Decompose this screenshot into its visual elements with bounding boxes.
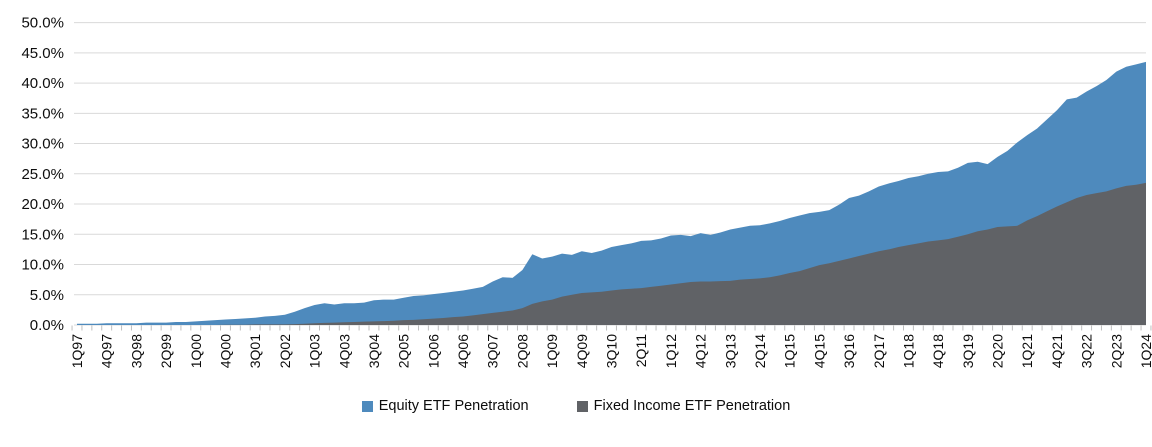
x-axis-label: 3Q19 — [960, 334, 976, 368]
equity-legend-label: Equity ETF Penetration — [378, 398, 529, 414]
x-axis-label: 1Q21 — [1019, 334, 1035, 368]
y-axis-label: 25.0% — [21, 166, 64, 183]
legend: Equity ETF Penetration Fixed Income ETF … — [0, 399, 1152, 414]
x-axis-label: 4Q09 — [574, 334, 590, 368]
legend-item-fixed-income: Fixed Income ETF Penetration — [576, 398, 791, 414]
x-axis-label: 2Q23 — [1108, 334, 1124, 368]
y-axis-label: 40.0% — [21, 75, 64, 92]
y-axis-label: 20.0% — [21, 196, 64, 213]
x-axis-label: 2Q08 — [514, 334, 530, 368]
x-axis-label: 1Q00 — [188, 334, 204, 368]
y-axis-label: 15.0% — [21, 226, 64, 243]
y-axis-label: 45.0% — [21, 45, 64, 62]
x-axis-label: 2Q02 — [277, 334, 293, 368]
x-axis-label: 1Q09 — [544, 334, 560, 368]
x-axis-label: 3Q13 — [722, 334, 738, 368]
x-axis-label: 2Q05 — [396, 334, 412, 368]
x-axis-label: 3Q22 — [1079, 334, 1095, 368]
y-axis-label: 0.0% — [30, 317, 64, 334]
fixed-income-area-series — [77, 182, 1146, 325]
x-axis-label: 2Q20 — [990, 334, 1006, 368]
fixed-income-legend-swatch — [576, 400, 588, 412]
y-axis-label: 10.0% — [21, 257, 64, 274]
x-axis-label: 2Q17 — [871, 334, 887, 368]
plot-area: 0.0% 5.0% 10.0% 15.0% 20.0% 25.0% 30.0% 35.0% 40… — [21, 15, 1152, 369]
x-axis-label: 3Q16 — [841, 334, 857, 368]
x-axis-label: 4Q18 — [930, 334, 946, 368]
x-axis-label: 4Q00 — [217, 334, 233, 368]
y-axis-label: 30.0% — [21, 136, 64, 153]
x-axis-label: 2Q99 — [158, 334, 174, 368]
x-axis-label: 1Q97 — [69, 334, 85, 368]
x-axis-label: 4Q15 — [811, 334, 827, 368]
x-axis-label: 3Q98 — [128, 334, 144, 368]
x-axis-label: 3Q07 — [485, 334, 501, 368]
x-axis-label: 4Q12 — [693, 334, 709, 368]
x-axis-label: 1Q15 — [782, 334, 798, 368]
x-axis-label: 1Q18 — [900, 334, 916, 368]
x-axis-label: 4Q21 — [1049, 334, 1065, 368]
y-axis-label: 50.0% — [21, 15, 64, 32]
x-axis-label: 1Q06 — [425, 334, 441, 368]
x-axis-label: 4Q06 — [455, 334, 471, 368]
legend-item-equity: Equity ETF Penetration — [361, 398, 529, 414]
fixed-income-legend-label: Fixed Income ETF Penetration — [593, 398, 791, 414]
x-axis-label: 1Q12 — [663, 334, 679, 368]
y-axis-label: 5.0% — [30, 287, 64, 304]
y-axis-label: 35.0% — [21, 105, 64, 122]
x-axis-label: 4Q03 — [336, 334, 352, 368]
x-axis-label: 3Q01 — [247, 334, 263, 368]
x-axis-label: 2Q11 — [633, 334, 649, 367]
x-axis-label: 1Q03 — [307, 334, 323, 368]
x-axis-label: 4Q97 — [99, 334, 115, 368]
x-axis-label: 2Q14 — [752, 334, 768, 368]
x-axis-label: 3Q04 — [366, 334, 382, 368]
equity-legend-swatch — [361, 400, 373, 412]
x-axis-label: 3Q10 — [604, 334, 620, 368]
x-axis-label: 1Q24 — [1138, 334, 1152, 368]
